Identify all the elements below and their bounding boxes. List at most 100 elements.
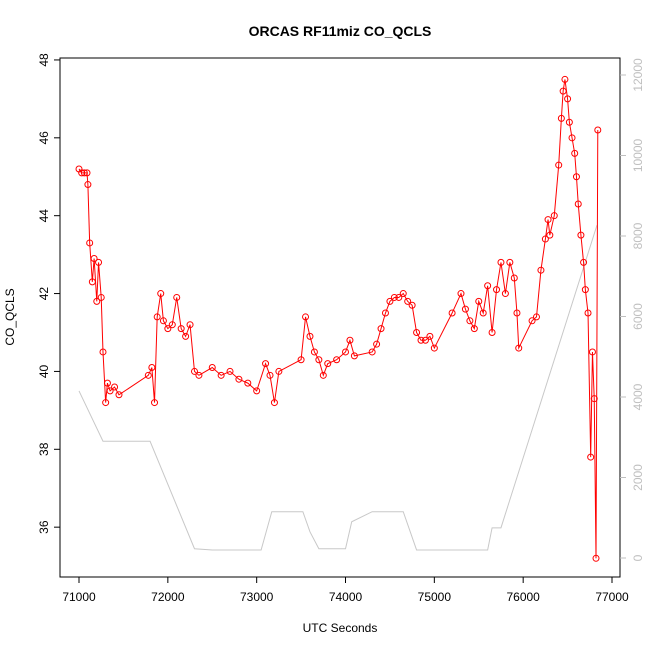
y2-tick-label: 0 xyxy=(631,554,645,561)
data-point xyxy=(270,399,278,407)
data-point xyxy=(83,169,91,177)
data-point xyxy=(572,173,580,181)
y-tick-label: 46 xyxy=(37,131,51,145)
data-point xyxy=(426,332,434,340)
data-point xyxy=(577,231,585,239)
data-point xyxy=(592,554,600,562)
data-point xyxy=(99,348,107,356)
y2-tick-label: 2000 xyxy=(631,464,645,491)
data-point xyxy=(84,181,92,189)
data-point xyxy=(190,367,198,375)
data-point xyxy=(510,274,518,282)
x-tick-label: 73000 xyxy=(240,590,274,604)
data-point xyxy=(302,313,310,321)
data-point xyxy=(574,200,582,208)
data-point xyxy=(262,360,270,368)
data-point xyxy=(377,325,385,333)
data-point xyxy=(106,387,114,395)
y2-tick-label: 4000 xyxy=(631,383,645,410)
x-axis-label: UTC Seconds xyxy=(303,621,378,635)
data-point xyxy=(186,321,194,329)
data-point xyxy=(275,367,283,375)
data-point xyxy=(151,399,159,407)
x-tick-label: 77000 xyxy=(595,590,629,604)
data-point xyxy=(555,161,563,169)
data-point xyxy=(253,387,261,395)
data-point xyxy=(588,348,596,356)
data-point xyxy=(528,317,536,325)
data-point xyxy=(395,293,403,301)
series-line xyxy=(78,224,598,551)
data-point xyxy=(157,290,165,298)
data-point xyxy=(404,297,412,305)
data-point xyxy=(386,297,394,305)
data-point xyxy=(479,309,487,317)
data-point xyxy=(93,297,101,305)
data-point xyxy=(164,325,172,333)
plot-frame xyxy=(59,57,621,578)
data-point xyxy=(90,255,98,263)
y-tick-label: 48 xyxy=(37,53,51,67)
data-point xyxy=(571,149,579,157)
data-point xyxy=(319,371,327,379)
data-point xyxy=(80,169,88,177)
data-point xyxy=(470,325,478,333)
data-point xyxy=(88,278,96,286)
y2-tick-label: 10000 xyxy=(631,138,645,172)
data-point xyxy=(587,453,595,461)
data-point xyxy=(173,293,181,301)
data-point xyxy=(561,75,569,83)
data-point xyxy=(564,95,572,103)
y-axis-label: CO_QCLS xyxy=(3,288,17,345)
data-point xyxy=(513,309,521,317)
data-point xyxy=(235,375,243,383)
data-point xyxy=(568,134,576,142)
data-point xyxy=(144,371,152,379)
data-point xyxy=(493,286,501,294)
y-tick-label: 36 xyxy=(37,520,51,534)
y2-tick-label: 8000 xyxy=(631,222,645,249)
data-point xyxy=(95,258,103,266)
data-point xyxy=(266,371,274,379)
data-point xyxy=(324,360,332,368)
data-point xyxy=(457,290,465,298)
data-point xyxy=(297,356,305,364)
data-point xyxy=(350,352,358,360)
data-point xyxy=(208,364,216,372)
data-point xyxy=(390,293,398,301)
data-point xyxy=(581,286,589,294)
data-point xyxy=(497,258,505,266)
data-point xyxy=(148,364,156,372)
data-point xyxy=(506,258,514,266)
chart-title: ORCAS RF11miz CO_QCLS xyxy=(249,23,432,39)
data-point xyxy=(159,317,167,325)
data-point xyxy=(346,336,354,344)
x-tick-label: 71000 xyxy=(62,590,96,604)
data-point xyxy=(97,293,105,301)
data-point xyxy=(111,383,119,391)
data-point xyxy=(368,348,376,356)
data-point xyxy=(515,344,523,352)
x-tick-label: 76000 xyxy=(506,590,540,604)
data-point xyxy=(177,325,185,333)
data-point xyxy=(532,313,540,321)
data-point xyxy=(306,332,314,340)
y2-tick-label: 12000 xyxy=(631,58,645,92)
data-point xyxy=(484,282,492,290)
data-point xyxy=(488,328,496,336)
series-line xyxy=(78,79,599,559)
data-point xyxy=(195,371,203,379)
data-point xyxy=(546,231,554,239)
data-point xyxy=(399,290,407,298)
data-point xyxy=(466,317,474,325)
data-point xyxy=(417,336,425,344)
data-point xyxy=(557,114,565,122)
data-point xyxy=(584,309,592,317)
data-point xyxy=(310,348,318,356)
y-tick-label: 42 xyxy=(37,287,51,301)
y-tick-label: 40 xyxy=(37,364,51,378)
y2-tick-label: 6000 xyxy=(631,303,645,330)
data-point xyxy=(244,379,252,387)
data-point xyxy=(78,169,86,177)
